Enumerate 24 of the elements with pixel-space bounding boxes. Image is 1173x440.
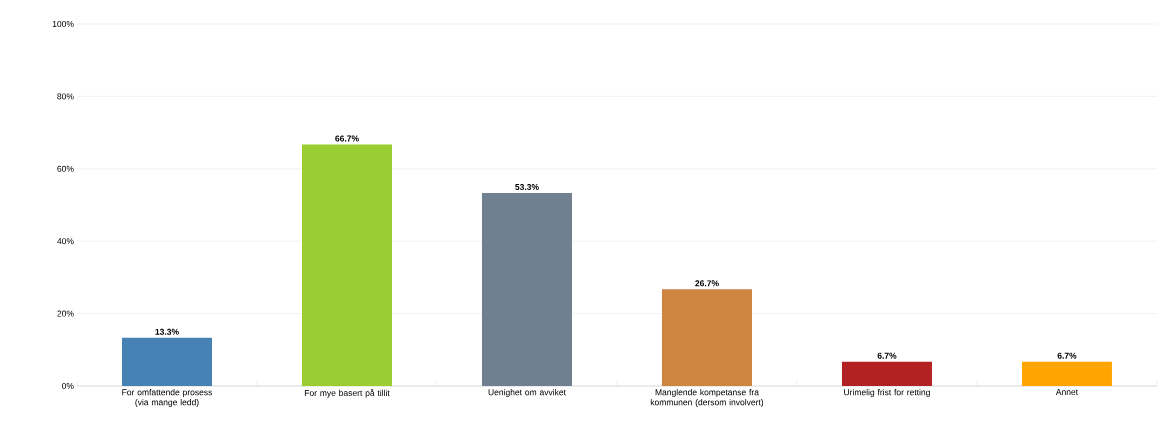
x-tick-label: Annet	[1055, 389, 1078, 395]
x-tick-label: Urimelig frist for retting	[844, 389, 930, 397]
y-tick-label: 0%	[62, 382, 74, 389]
data-label: 13.3%	[155, 328, 179, 335]
data-label: 53.3%	[515, 183, 539, 191]
y-tick-label: 60%	[57, 165, 74, 172]
data-label: 26.7%	[695, 280, 719, 287]
bar	[122, 337, 212, 386]
bar	[841, 361, 932, 386]
data-label: 6.7%	[877, 352, 897, 359]
y-tick-label: 40%	[57, 238, 74, 245]
y-tick-label: 100%	[52, 20, 74, 27]
x-tick-label: Manglende kompetanse fra kommunen (dersom involvert)	[650, 389, 764, 407]
data-label: 6.7%	[1057, 352, 1077, 359]
y-tick-label: 20%	[57, 310, 74, 317]
bar	[481, 193, 572, 386]
x-tick-label: For omfattende prosess (via mange ledd)	[122, 389, 213, 407]
data-label: 66.7%	[335, 135, 359, 142]
x-tick-label: For mye basert på tillit	[304, 389, 390, 398]
y-tick-label: 80%	[57, 93, 74, 100]
bar	[661, 289, 752, 386]
bar	[301, 144, 392, 386]
x-tick-label: Uenighet om avviket	[488, 389, 566, 397]
bar	[1021, 361, 1112, 386]
